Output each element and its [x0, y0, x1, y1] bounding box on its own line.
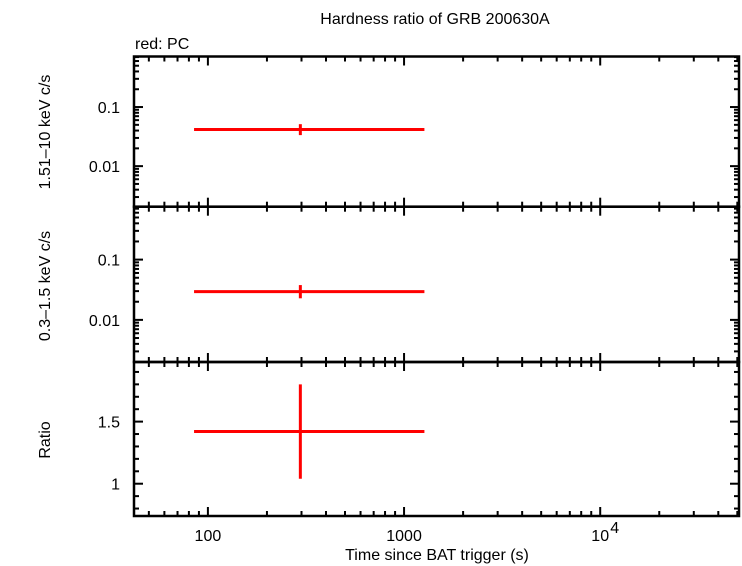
y-axis-label-hard: 1.51–10 keV c/s — [37, 75, 54, 190]
y-axis-label-soft: 0.3–1.5 keV c/s — [37, 231, 54, 341]
panel-frame-1 — [132, 205, 741, 364]
y-tick-label: 1 — [111, 477, 120, 494]
x-tick-label-exponent: 4 — [610, 520, 619, 537]
panel-frame-2 — [132, 360, 741, 518]
y-tick-label: 0.01 — [89, 313, 120, 330]
chart-title: Hardness ratio of GRB 200630A — [320, 11, 550, 28]
x-tick-label: 10 — [591, 528, 609, 545]
legend-label: red: PC — [135, 36, 189, 53]
y-tick-label: 0.1 — [98, 253, 120, 270]
x-tick-label: 100 — [195, 528, 222, 545]
y-tick-label: 0.1 — [98, 100, 120, 117]
panel-frame-0 — [132, 55, 741, 208]
y-tick-label: 1.5 — [98, 415, 120, 432]
x-axis-label: Time since BAT trigger (s) — [345, 547, 529, 564]
y-axis-label-ratio: Ratio — [37, 421, 54, 458]
y-tick-label: 0.01 — [89, 159, 120, 176]
x-tick-label: 1000 — [386, 528, 422, 545]
